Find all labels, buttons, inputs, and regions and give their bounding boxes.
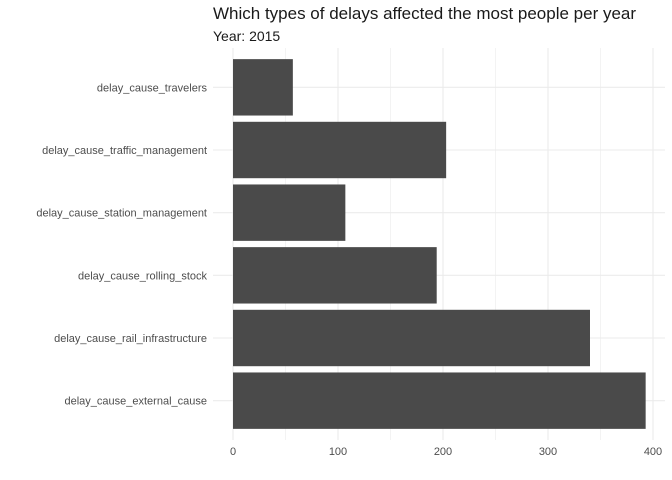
x-axis-labels: 0 100 200 300 400 [230, 446, 662, 458]
y-axis-labels: delay_cause_travelers delay_cause_traffic… [36, 82, 207, 407]
y-tick-label: delay_cause_traffic_management [42, 145, 207, 157]
bar-delay_cause_traffic_management [233, 121, 447, 179]
bar-delay_cause_rolling_stock [233, 247, 437, 304]
chart-title: Which types of delays affected the most … [213, 4, 637, 23]
bars [233, 59, 646, 429]
y-tick-label: delay_cause_travelers [97, 82, 208, 94]
chart-subtitle: Year: 2015 [213, 28, 281, 44]
bar-delay_cause_station_management [233, 184, 346, 241]
x-tick-label: 100 [329, 446, 347, 458]
bar-delay_cause_external_cause [233, 372, 646, 429]
x-tick-label: 200 [434, 446, 452, 458]
y-tick-label: delay_cause_external_cause [65, 396, 208, 408]
y-tick-label: delay_cause_station_management [36, 208, 207, 220]
x-tick-label: 400 [644, 446, 662, 458]
y-tick-label: delay_cause_rail_infrastructure [54, 333, 207, 345]
x-tick-label: 0 [230, 446, 236, 458]
y-tick-label: delay_cause_rolling_stock [78, 270, 208, 282]
bar-delay_cause_rail_infrastructure [233, 309, 590, 367]
x-tick-label: 300 [539, 446, 557, 458]
bar-delay_cause_travelers [233, 59, 293, 116]
